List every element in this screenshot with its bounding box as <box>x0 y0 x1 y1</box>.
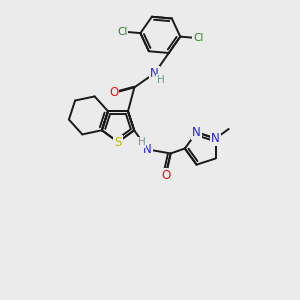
Text: O: O <box>161 169 170 182</box>
Text: Cl: Cl <box>193 33 203 43</box>
Text: Cl: Cl <box>117 26 128 37</box>
Text: S: S <box>114 136 122 148</box>
Text: S: S <box>114 136 122 148</box>
Text: N: N <box>143 143 152 156</box>
Text: H: H <box>157 75 164 85</box>
Text: N: N <box>192 126 201 139</box>
Text: O: O <box>109 86 119 99</box>
Text: N: N <box>211 132 220 145</box>
Text: N: N <box>150 67 159 80</box>
Text: H: H <box>138 137 146 147</box>
